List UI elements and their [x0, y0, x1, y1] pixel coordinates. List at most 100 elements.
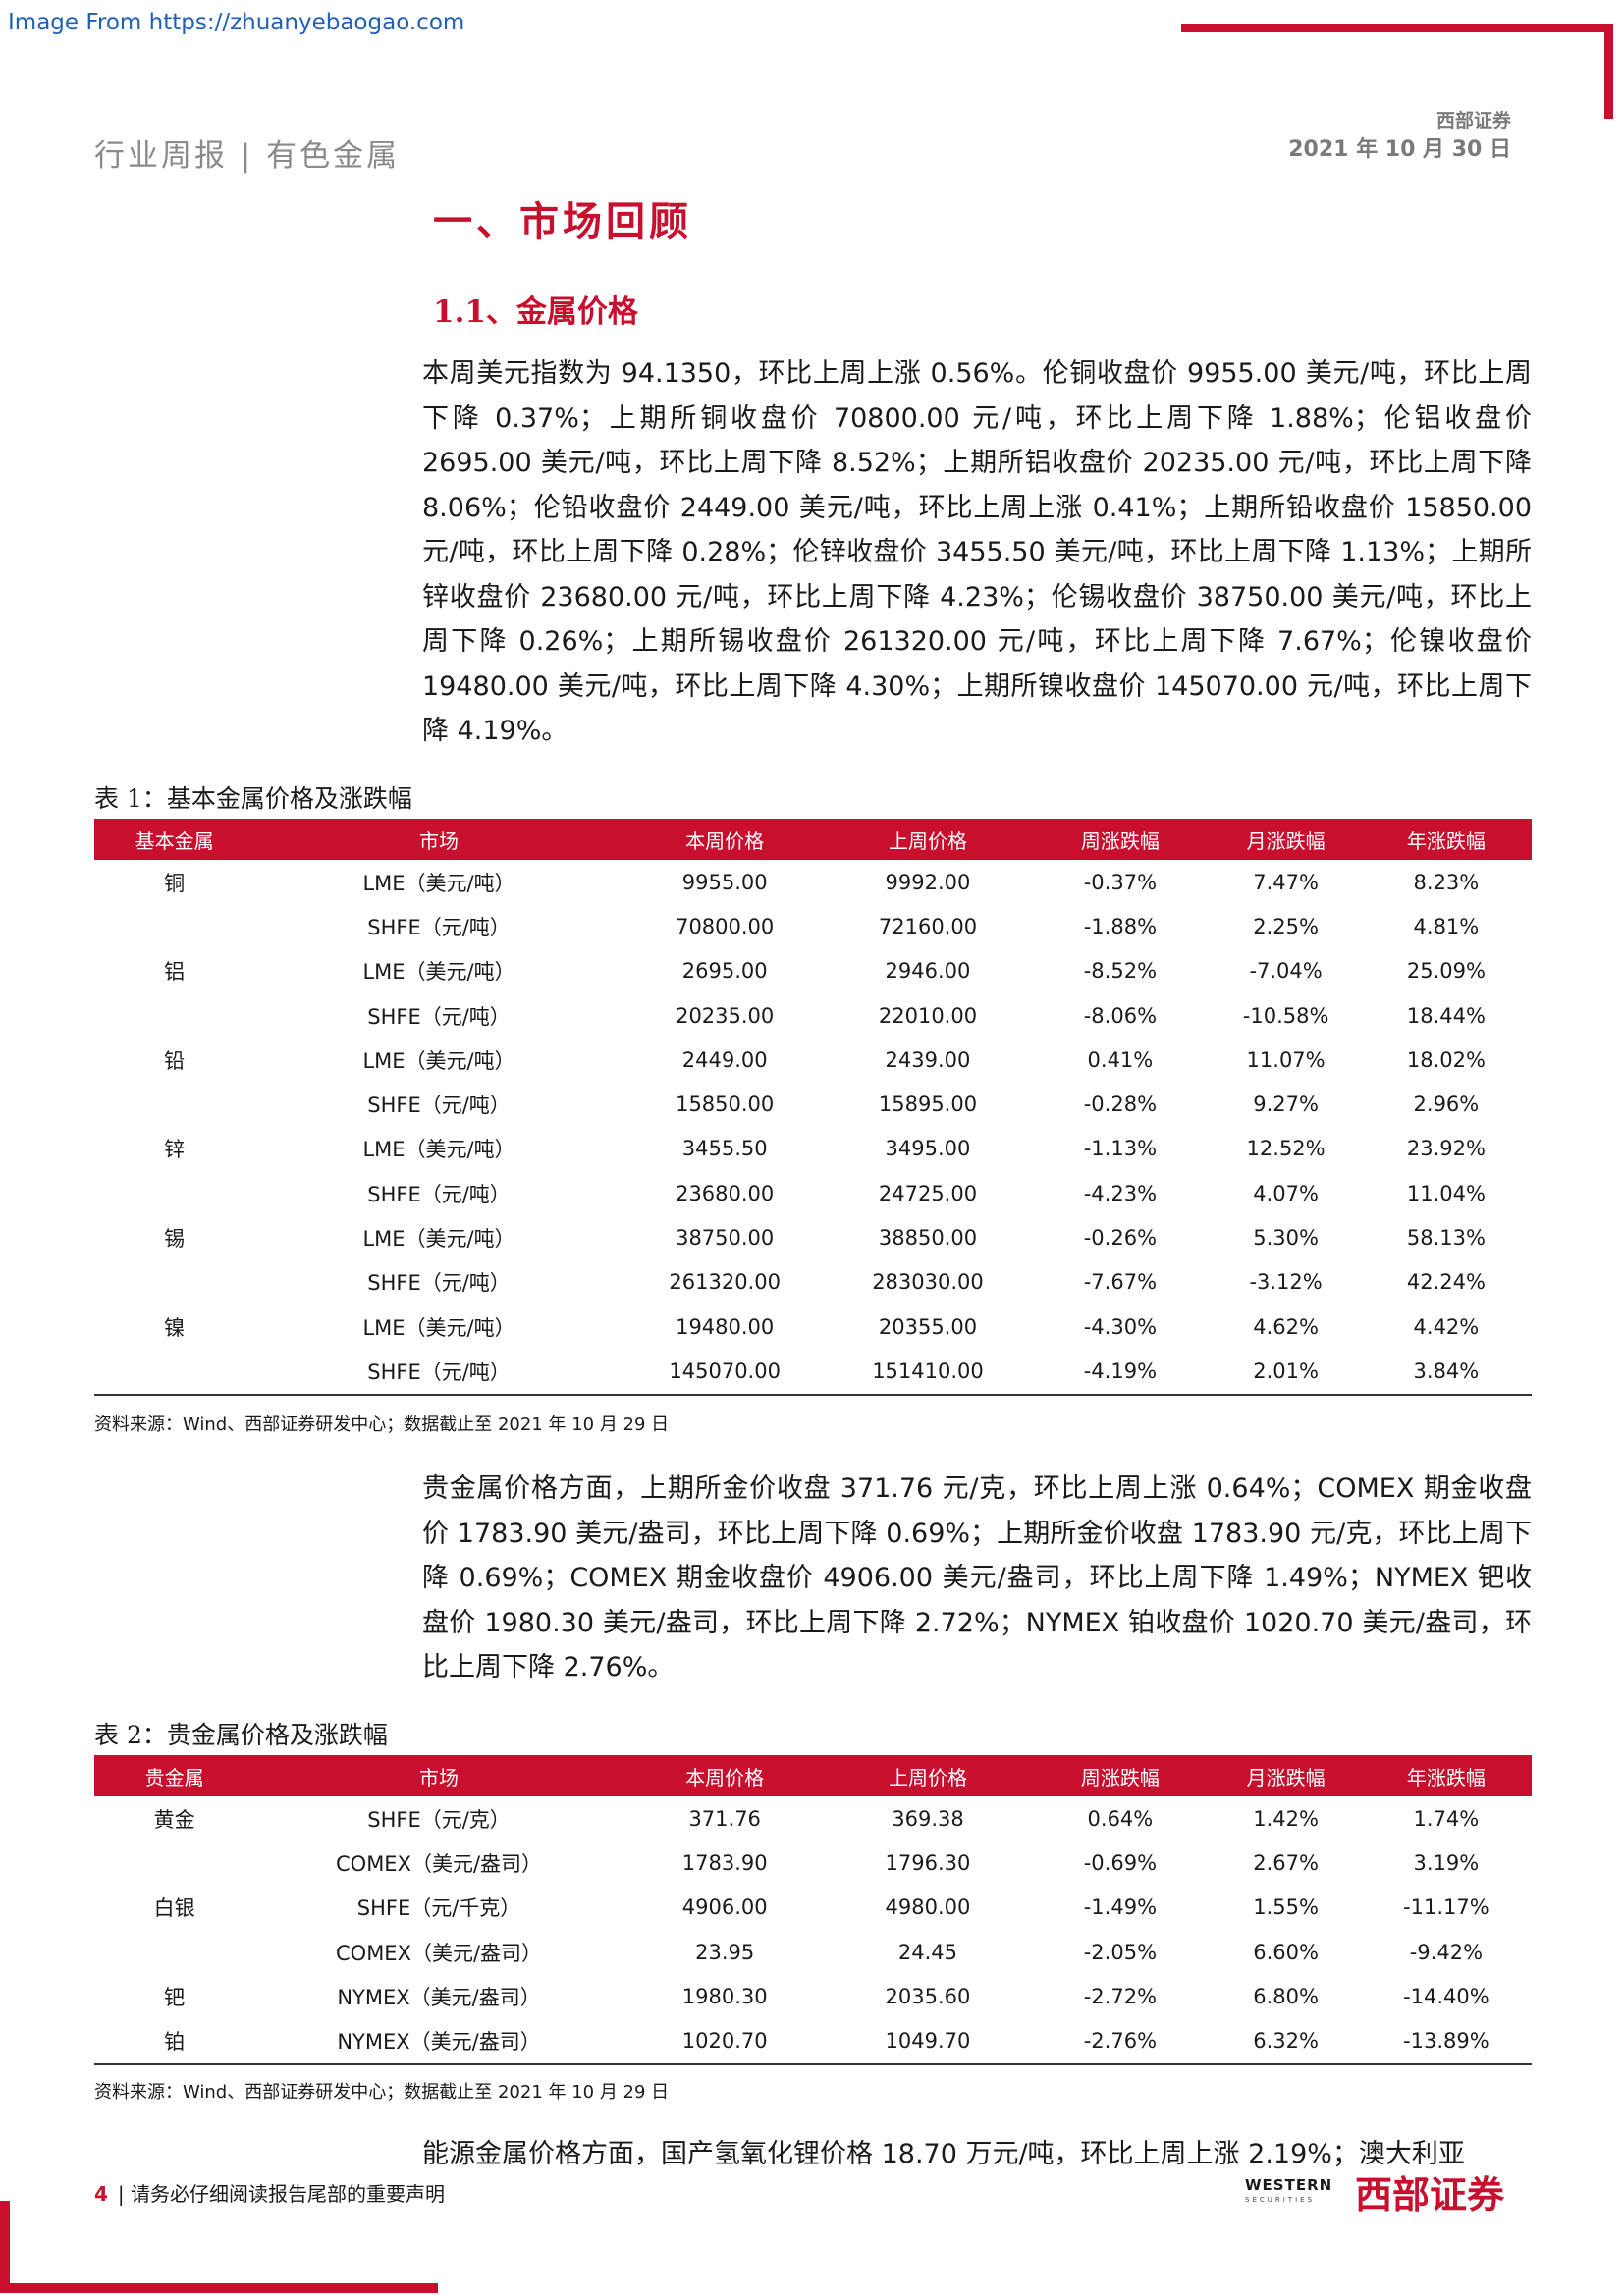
- table-cell: 18.44%: [1406, 1003, 1486, 1028]
- table-cell: 2695.00: [681, 959, 768, 984]
- table-row: 铜 LME（美元/吨） 9955.00 9992.00 -0.37% 7.47% 8.23%: [94, 860, 1532, 904]
- table-cell: 23.95: [695, 1940, 755, 1964]
- top-red-rule: [1181, 24, 1613, 32]
- table-cell: -2.76%: [1029, 2018, 1212, 2065]
- table-cell: [94, 1349, 255, 1396]
- section-title: 一、市场回顾: [433, 198, 692, 244]
- table-cell: 18.02%: [1406, 1047, 1486, 1072]
- logo-chinese: 西部证券: [1355, 2172, 1505, 2216]
- table-cell: 3455.50: [681, 1137, 768, 1161]
- table-cell: -7.04%: [1249, 959, 1323, 984]
- table-cell: 锌: [164, 1138, 186, 1162]
- table-row: 铝 LME（美元/吨） 2695.00 2946.00 -8.52% -7.04% 25.0…: [94, 949, 1532, 993]
- table-cell: 2035.60: [885, 1984, 971, 2008]
- table-cell: 2.96%: [1413, 1093, 1480, 1117]
- table-cell: 4.81%: [1413, 914, 1480, 938]
- table-row: 白银 SHFE（元/千克） 4906.00 4980.00 -1.49% 1.55% -11…: [94, 1886, 1532, 1930]
- table-cell: 铜: [164, 871, 186, 895]
- table-cell: -0.69%: [1083, 1850, 1158, 1875]
- table-cell: 钯: [164, 1985, 186, 2009]
- table2-header-cell: 月涨跌幅: [1211, 1755, 1361, 1796]
- table-cell: -14.40%: [1403, 1984, 1489, 2008]
- table-cell: 铅: [164, 1048, 186, 1073]
- table-cell: -4.23%: [1083, 1181, 1158, 1205]
- table-cell: -13.89%: [1360, 2018, 1532, 2065]
- table-cell: 2.67%: [1253, 1850, 1319, 1875]
- table-cell: -2.72%: [1083, 1984, 1158, 2008]
- table-cell: 1796.30: [885, 1850, 971, 1875]
- table2-header-cell: 周涨跌幅: [1029, 1755, 1212, 1796]
- table-cell: 3495.00: [885, 1137, 971, 1161]
- table-cell: LME（美元/吨）: [362, 1048, 515, 1073]
- table-cell: 38850.00: [878, 1226, 978, 1251]
- table-cell: LME（美元/吨）: [362, 871, 515, 895]
- table-row: SHFE（元/吨） 20235.00 22010.00 -8.06% -10.58% 18…: [94, 993, 1532, 1038]
- table-cell: 23680.00: [676, 1181, 775, 1205]
- table-cell: 锡: [164, 1227, 186, 1252]
- table-cell: SHFE（元/吨）: [367, 1182, 511, 1206]
- table-cell: SHFE（元/吨）: [367, 915, 511, 939]
- report-category: 行业周报 | 有色金属: [94, 138, 401, 174]
- table-cell: 6.80%: [1253, 1984, 1319, 2008]
- table-cell: 4.62%: [1253, 1314, 1319, 1339]
- table-cell: SHFE（元/吨）: [367, 1094, 511, 1118]
- table-cell: 1.42%: [1253, 1806, 1319, 1831]
- table1-header-cell: 周涨跌幅: [1029, 819, 1212, 860]
- table-cell: -8.06%: [1083, 1003, 1158, 1028]
- table-cell: COMEX（美元/盎司）: [336, 1851, 543, 1876]
- table-cell: 70800.00: [676, 914, 775, 938]
- table-cell: SHFE（元/吨）: [367, 1271, 511, 1296]
- table-cell: 11.04%: [1406, 1181, 1486, 1205]
- table-row: SHFE（元/吨） 261320.00 283030.00 -7.67% -3.12% 4…: [94, 1260, 1532, 1305]
- table-cell: [94, 993, 254, 1038]
- table-row: SHFE（元/吨） 23680.00 24725.00 -4.23% 4.07% 11.0…: [94, 1171, 1532, 1215]
- bottom-red-bracket: [0, 2201, 10, 2293]
- table-cell: [94, 1082, 254, 1126]
- table2-header-cell: 上周价格: [826, 1755, 1030, 1796]
- table-cell: 15895.00: [878, 1093, 978, 1117]
- table-cell: 22010.00: [878, 1003, 978, 1028]
- table-cell: -0.37%: [1083, 870, 1158, 894]
- table-cell: [94, 1930, 254, 1974]
- table-cell: 1783.90: [681, 1850, 768, 1875]
- table-cell: 黄金: [153, 1807, 195, 1832]
- table2-header-cell: 贵金属: [94, 1755, 255, 1796]
- table-cell: [94, 1260, 254, 1305]
- table-cell: 0.64%: [1087, 1806, 1154, 1831]
- table-cell: 2946.00: [885, 959, 971, 984]
- table-cell: SHFE（元/克）: [367, 1807, 511, 1832]
- paragraph-precious-metals: 贵金属价格方面，上期所金价收盘 371.76 元/克，环比上周上涨 0.64%；…: [422, 1473, 1532, 1682]
- table1-caption: 表 1：基本金属价格及涨跌幅: [94, 784, 412, 813]
- table-row: COMEX（美元/盎司） 1783.90 1796.30 -0.69% 2.67% 3.1…: [94, 1841, 1532, 1885]
- table-cell: 4980.00: [885, 1896, 971, 1920]
- header-date: 2021 年 10 月 30 日: [1288, 137, 1511, 162]
- paragraph-base-metals: 本周美元指数为 94.1350，环比上周上涨 0.56%。伦铜收盘价 9955.…: [422, 358, 1532, 746]
- table-row: 锡 LME（美元/吨） 38750.00 38850.00 -0.26% 5.30% 58.…: [94, 1215, 1532, 1259]
- table-row: 铅 LME（美元/吨） 2449.00 2439.00 0.41% 11.07% 18.02…: [94, 1038, 1532, 1082]
- table-cell: -1.88%: [1083, 914, 1158, 938]
- table-cell: LME（美元/吨）: [362, 1227, 515, 1252]
- footer-disclaimer: | 请务必仔细阅读报告尾部的重要声明: [117, 2182, 446, 2206]
- table-cell: 9955.00: [681, 870, 768, 894]
- table-cell: 9992.00: [885, 870, 971, 894]
- table-cell: -0.26%: [1083, 1226, 1158, 1251]
- table2-source: 资料来源：Wind、西部证券研发中心；数据截止至 2021 年 10 月 29 …: [94, 2082, 670, 2103]
- top-red-bracket: [1604, 24, 1613, 119]
- table-cell: 20355.00: [878, 1314, 978, 1339]
- table-row: SHFE（元/吨） 15850.00 15895.00 -0.28% 9.27% 2.96…: [94, 1082, 1532, 1126]
- table-cell: 6.32%: [1211, 2018, 1361, 2065]
- table-cell: -11.17%: [1403, 1896, 1489, 1920]
- table-cell: 371.76: [688, 1806, 761, 1831]
- table-cell: NYMEX（美元/盎司）: [254, 2018, 623, 2065]
- table1-header-cell: 月涨跌幅: [1211, 819, 1361, 860]
- table-row: 铂 NYMEX（美元/盎司） 1020.70 1049.70 -2.76% 6.32% -1…: [94, 2018, 1532, 2065]
- watermark-link[interactable]: Image From https://zhuanyebaogao.com: [8, 10, 465, 35]
- table-cell: 白银: [153, 1896, 195, 1921]
- table-cell: [94, 1841, 254, 1885]
- table-cell: 20235.00: [676, 1003, 775, 1028]
- table-cell: -8.52%: [1083, 959, 1158, 984]
- table-cell: SHFE（元/吨）: [254, 1349, 623, 1396]
- table-cell: 1020.70: [623, 2018, 827, 2065]
- table-cell: LME（美元/吨）: [362, 960, 515, 985]
- table2-header-cell: 市场: [254, 1755, 623, 1796]
